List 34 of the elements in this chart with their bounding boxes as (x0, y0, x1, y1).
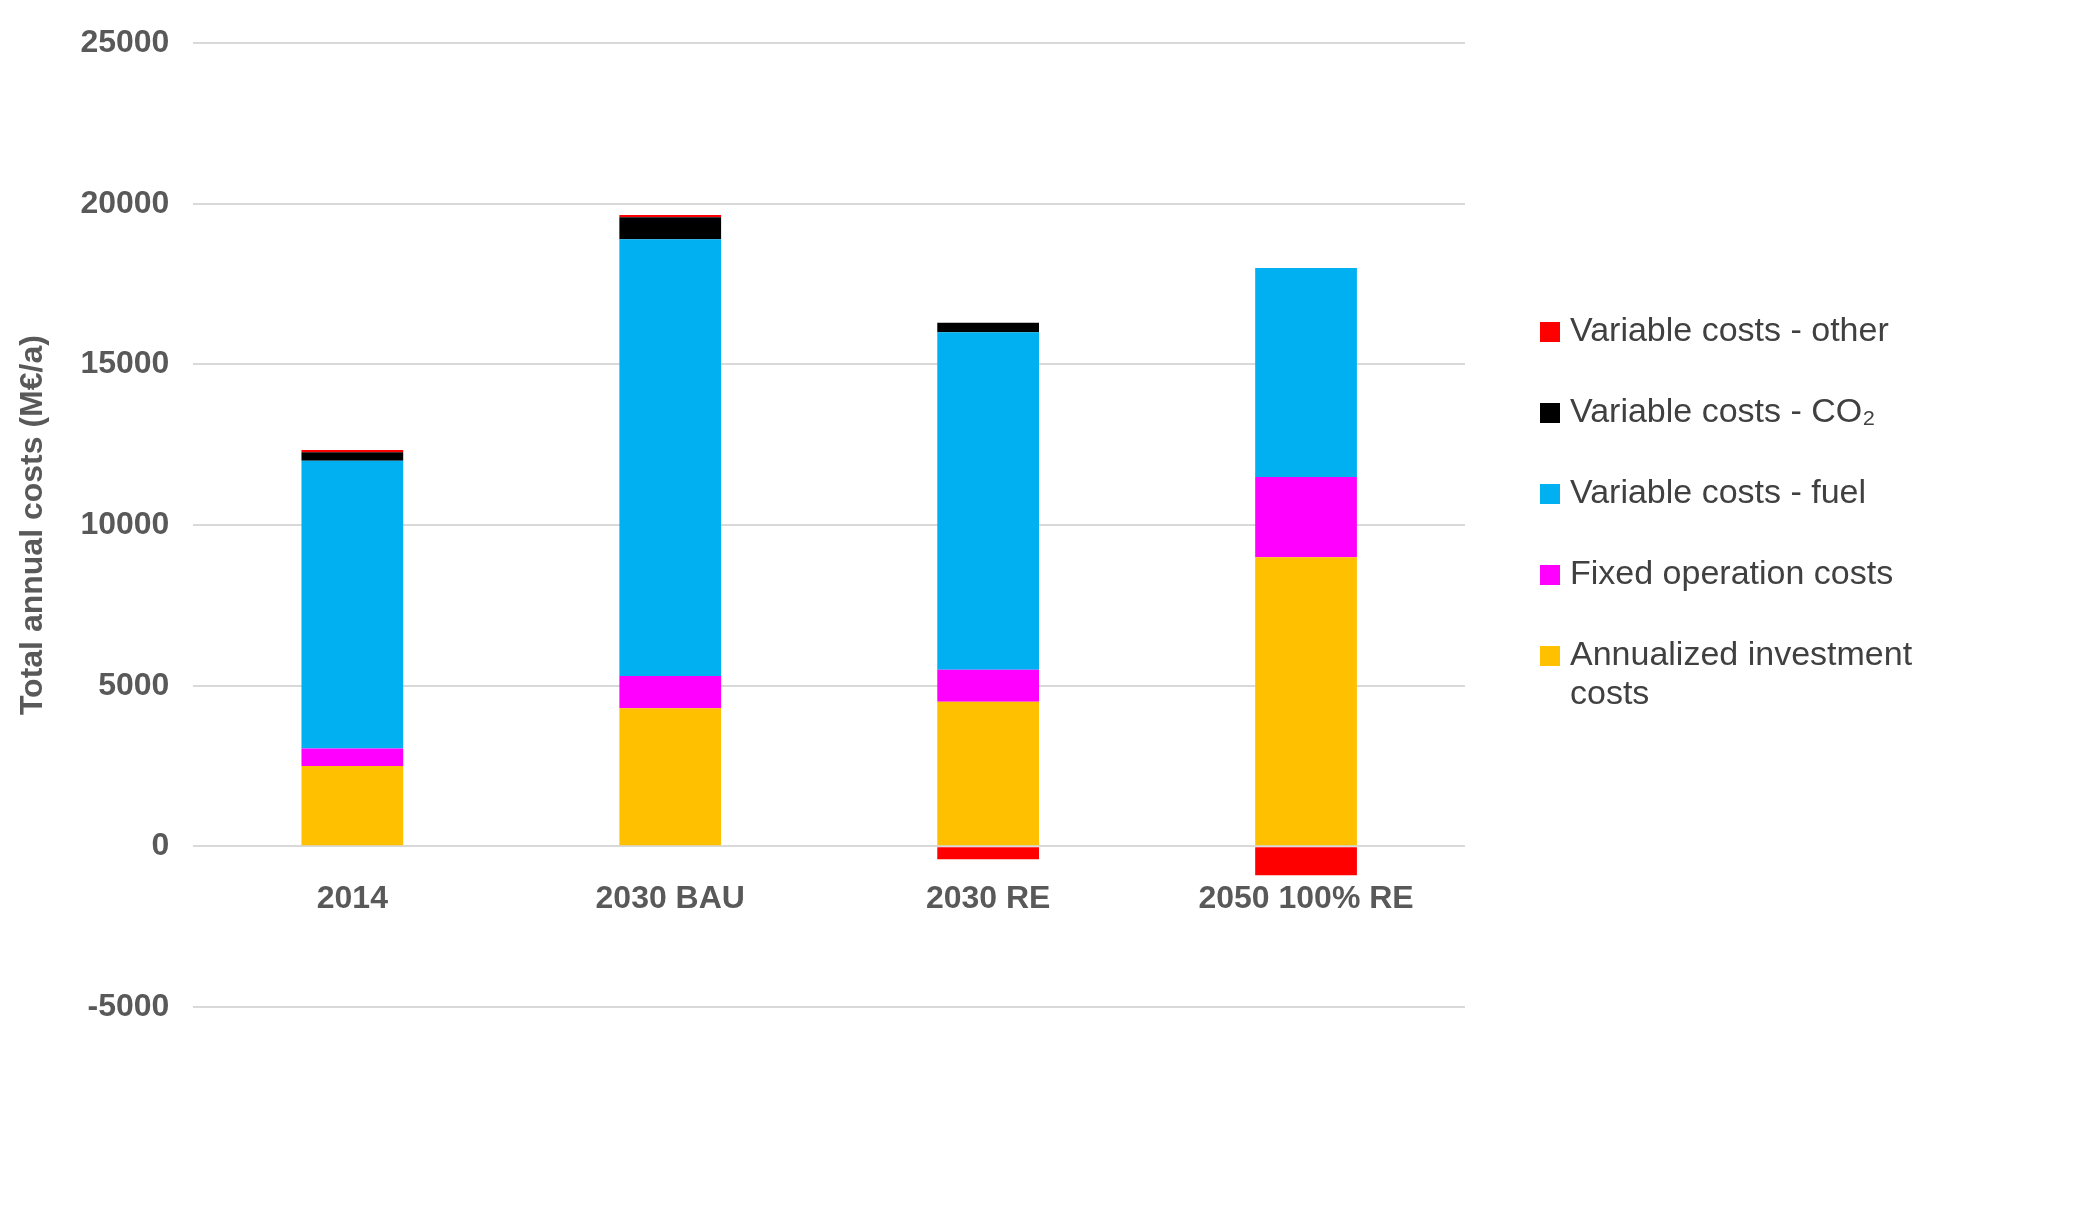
legend-label: Annualized investment costs (1570, 634, 1914, 712)
x-tick-label: 2030 BAU (595, 879, 745, 916)
bar (937, 332, 1040, 670)
bar (1255, 476, 1357, 558)
legend-label: Variable costs - CO₂ (1570, 391, 1876, 430)
y-tick-label: 25000 (80, 23, 170, 60)
bar (937, 847, 1040, 860)
bar (1255, 557, 1357, 846)
bar (937, 701, 1040, 846)
bar (301, 748, 404, 767)
x-tick-label: 2014 (316, 879, 389, 916)
bar (301, 460, 404, 749)
bar (937, 669, 1040, 702)
y-tick-label: 0 (151, 826, 170, 863)
legend-label: Variable costs - fuel (1570, 472, 1867, 511)
y-tick-label: -5000 (87, 986, 170, 1023)
bar (1255, 268, 1357, 477)
bar (937, 322, 1040, 333)
y-tick-label: 20000 (80, 183, 170, 220)
y-tick-label: 10000 (80, 504, 170, 541)
bar (619, 217, 722, 240)
x-tick-label: 2050 100% RE (1198, 879, 1414, 916)
y-tick-label: 15000 (80, 344, 170, 381)
bar (619, 676, 722, 709)
y-axis-title: Total annual costs (M€/a) (13, 335, 50, 716)
bar (619, 239, 722, 677)
legend-label: Variable costs - other (1570, 310, 1889, 349)
bar (619, 708, 722, 846)
legend-label: Fixed operation costs (1570, 553, 1894, 592)
bar (301, 766, 404, 846)
x-tick-label: 2030 RE (925, 879, 1051, 916)
bar (1255, 847, 1357, 876)
bar (301, 452, 404, 461)
y-tick-label: 5000 (98, 665, 170, 702)
